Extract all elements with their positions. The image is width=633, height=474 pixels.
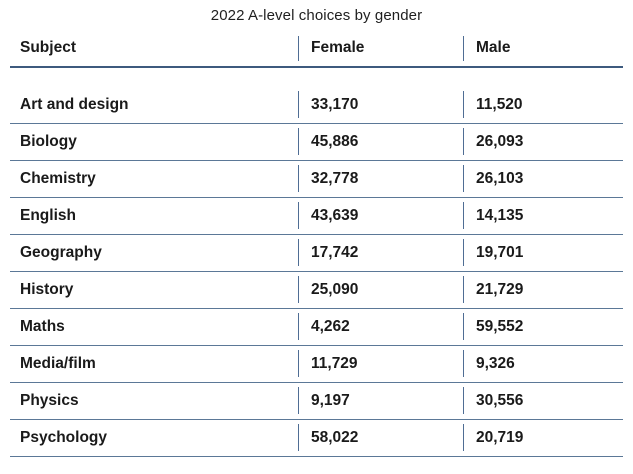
female-value-cell: 45,886 [298, 123, 463, 161]
male-value-cell: 26,103 [463, 160, 623, 198]
female-value-cell: 58,022 [298, 419, 463, 457]
table-header: Subject Female Male [10, 34, 623, 68]
female-value-cell: 4,262 [298, 308, 463, 346]
subject-cell: Media/film [10, 345, 298, 383]
table-row: Media/film 11,729 9,326 [10, 345, 623, 383]
table-row: Chemistry 32,778 26,103 [10, 160, 623, 198]
subject-cell: Chemistry [10, 160, 298, 198]
subject-cell: History [10, 271, 298, 309]
table-row: Psychology 58,022 20,719 [10, 419, 623, 457]
table-row: History 25,090 21,729 [10, 271, 623, 309]
table-row: Maths 4,262 59,552 [10, 308, 623, 346]
male-value-cell: 21,729 [463, 271, 623, 309]
table-row: English 43,639 14,135 [10, 197, 623, 235]
female-value-cell: 33,170 [298, 67, 463, 124]
column-header-female: Female [298, 34, 463, 68]
subject-cell: Geography [10, 234, 298, 272]
male-value-cell: 9,326 [463, 345, 623, 383]
subject-cell: Art and design [10, 67, 298, 124]
female-value-cell: 43,639 [298, 197, 463, 235]
male-value-cell: 20,719 [463, 419, 623, 457]
female-value-cell: 25,090 [298, 271, 463, 309]
header-row: Subject Female Male [10, 34, 623, 68]
male-value-cell: 19,701 [463, 234, 623, 272]
male-value-cell: 59,552 [463, 308, 623, 346]
subject-cell: Physics [10, 382, 298, 420]
male-value-cell: 11,520 [463, 67, 623, 124]
column-header-male: Male [463, 34, 623, 68]
male-value-cell: 14,135 [463, 197, 623, 235]
male-value-cell: 30,556 [463, 382, 623, 420]
table-row: Geography 17,742 19,701 [10, 234, 623, 272]
subject-cell: Biology [10, 123, 298, 161]
female-value-cell: 9,197 [298, 382, 463, 420]
table-row: Art and design 33,170 11,520 [10, 67, 623, 124]
table-row: Biology 45,886 26,093 [10, 123, 623, 161]
table-row: Physics 9,197 30,556 [10, 382, 623, 420]
column-header-subject: Subject [10, 34, 298, 68]
female-value-cell: 17,742 [298, 234, 463, 272]
table-body: Art and design 33,170 11,520 Biology 45,… [10, 67, 623, 457]
male-value-cell: 26,093 [463, 123, 623, 161]
female-value-cell: 11,729 [298, 345, 463, 383]
alevel-data-table: Subject Female Male Art and design 33,17… [10, 34, 623, 457]
female-value-cell: 32,778 [298, 160, 463, 198]
subject-cell: English [10, 197, 298, 235]
subject-cell: Psychology [10, 419, 298, 457]
chart-title: 2022 A-level choices by gender [210, 7, 423, 24]
subject-cell: Maths [10, 308, 298, 346]
